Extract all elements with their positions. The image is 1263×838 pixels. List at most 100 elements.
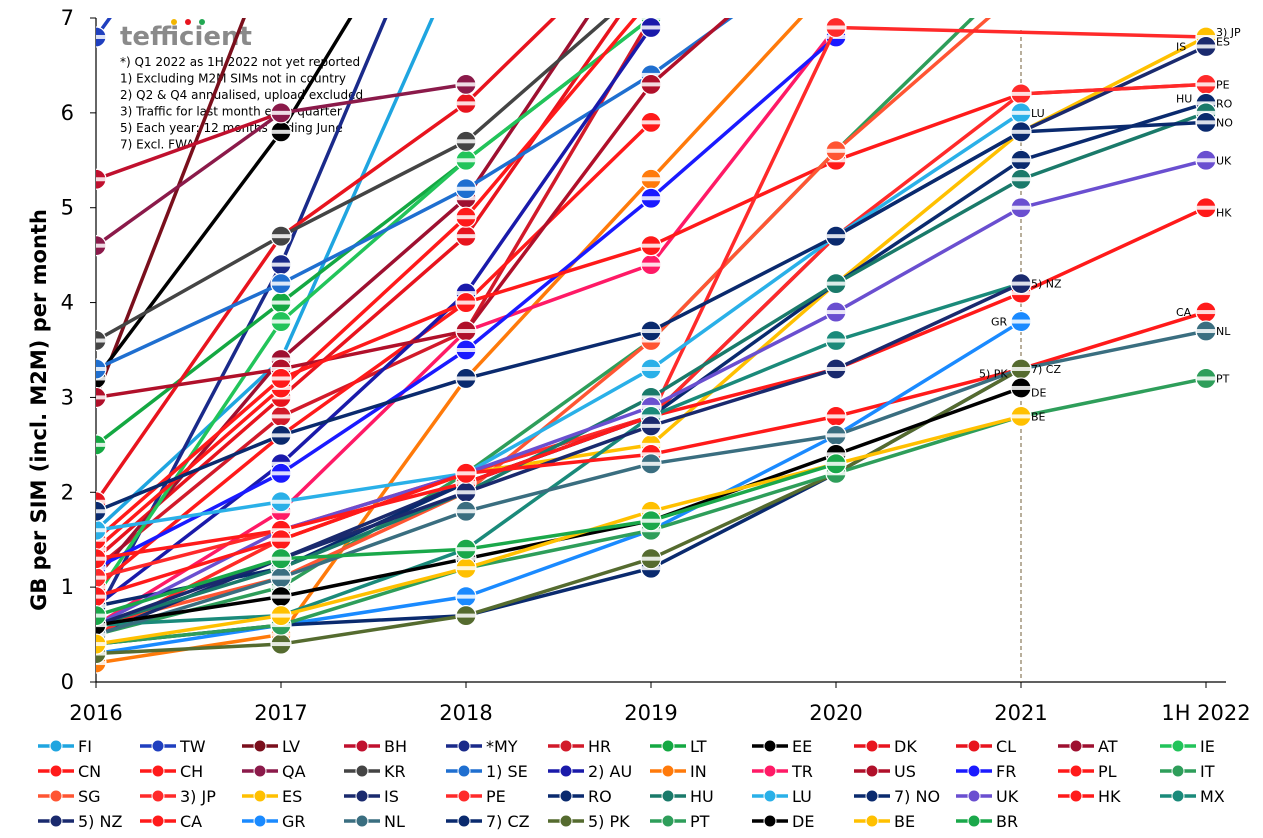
legend-swatch-marker [1171, 789, 1185, 803]
legend-label: IE [1200, 737, 1215, 756]
legend-swatch-marker [253, 814, 267, 828]
marker-band [641, 120, 661, 125]
marker-band [271, 537, 291, 542]
legend-label: TR [791, 762, 813, 781]
end-label: GR [991, 316, 1008, 329]
end-label: PT [1216, 372, 1230, 385]
marker-band [271, 300, 291, 305]
legend-item: PL [1058, 762, 1117, 781]
footnote: 3) Traffic for last month each quarter [120, 105, 342, 119]
marker-band [271, 129, 291, 134]
marker-band [641, 243, 661, 248]
marker-band [456, 82, 476, 87]
marker-band [96, 376, 106, 381]
legend-swatch-marker [661, 789, 675, 803]
y-tick-label: 5 [61, 196, 74, 220]
legend-label: 1) SE [486, 762, 528, 781]
marker-band [271, 594, 291, 599]
marker-band [1196, 44, 1216, 49]
legend-item: TR [752, 762, 813, 781]
series [96, 453, 847, 627]
marker-band [1011, 110, 1031, 115]
marker-band [1011, 281, 1031, 286]
marker-band [271, 642, 291, 647]
legend-label: HR [588, 737, 611, 756]
legend-item: ES [242, 787, 302, 806]
legend-label: GR [282, 812, 306, 831]
legend-item: PE [446, 787, 506, 806]
marker-band [96, 556, 106, 561]
marker-band [641, 0, 661, 1]
legend-item: *MY [446, 737, 518, 756]
marker-band [96, 566, 106, 571]
legend-label: PT [690, 812, 710, 831]
legend-label: TW [179, 737, 206, 756]
series-line [96, 18, 611, 343]
marker-band [456, 547, 476, 552]
legend-swatch-marker [49, 739, 63, 753]
end-label: RO [1216, 97, 1233, 110]
legend-label: SG [78, 787, 101, 806]
legend-item: BH [344, 737, 407, 756]
marker-band [96, 623, 106, 628]
y-tick-label: 7 [61, 6, 74, 30]
legend-item: 5) PK [548, 812, 630, 831]
marker-band [1011, 129, 1031, 134]
legend-swatch-marker [763, 764, 777, 778]
legend-swatch-marker [1069, 789, 1083, 803]
legend-label: BR [996, 812, 1018, 831]
marker-band [271, 414, 291, 419]
marker-band [1011, 385, 1031, 390]
legend-label: BH [384, 737, 407, 756]
marker-band [96, 509, 106, 514]
end-label: BE [1031, 410, 1046, 423]
legend-label: EE [792, 737, 812, 756]
marker-band [456, 234, 476, 239]
y-tick-label: 3 [61, 385, 74, 409]
marker-band [271, 471, 291, 476]
legend-item: NL [344, 812, 405, 831]
legend-label: IN [690, 762, 707, 781]
legend-swatch-marker [763, 739, 777, 753]
marker-band [641, 423, 661, 428]
legend-item: DE [752, 812, 814, 831]
marker-band [1196, 376, 1216, 381]
x-tick-label: 2016 [69, 701, 122, 725]
marker-band [1196, 310, 1216, 315]
series-line [96, 18, 638, 551]
legend-swatch-marker [1069, 764, 1083, 778]
legend-item: BE [854, 812, 915, 831]
marker-band [1011, 205, 1031, 210]
legend-label: BE [894, 812, 915, 831]
marker-band [641, 556, 661, 561]
end-label: UK [1216, 154, 1232, 167]
y-tick-label: 0 [61, 670, 74, 694]
legend-swatch-marker [865, 764, 879, 778]
marker-band [96, 594, 106, 599]
end-label: PE [1216, 78, 1230, 91]
series [96, 102, 1032, 541]
series-line [96, 414, 1022, 646]
brand-name: tefficient [120, 22, 252, 52]
legend-label: AT [1098, 737, 1118, 756]
footnote: 1) Excluding M2M SIMs not in country [120, 72, 346, 86]
marker-band [96, 243, 106, 248]
marker-band [456, 566, 476, 571]
legend-swatch-marker [151, 814, 165, 828]
series-line [96, 111, 282, 181]
marker-band [826, 281, 846, 286]
marker-band [1196, 82, 1216, 87]
footnote: 5) Each year: 12 months ending June [120, 121, 343, 135]
marker-band [96, 366, 106, 371]
series [96, 73, 477, 257]
end-label: DE [1031, 387, 1046, 400]
legend-label: LU [792, 787, 812, 806]
marker-band [456, 300, 476, 305]
legend-swatch-marker [355, 764, 369, 778]
marker-band [456, 613, 476, 618]
legend-swatch-marker [967, 789, 981, 803]
legend-item: MX [1160, 787, 1225, 806]
marker-band [96, 499, 106, 504]
footnote: 2) Q2 & Q4 annualised, upload excluded [120, 88, 363, 102]
